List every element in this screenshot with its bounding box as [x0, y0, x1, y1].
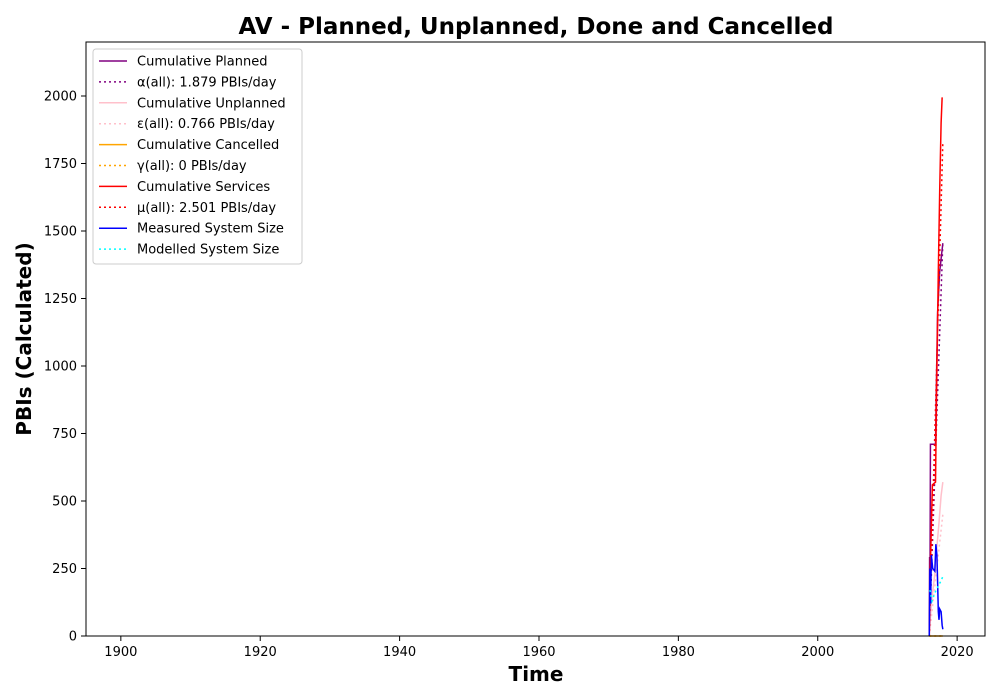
y-tick-label: 2000: [44, 90, 77, 105]
legend-entry: ε(all): 0.766 PBIs/day: [137, 117, 275, 132]
y-axis-label: PBIs (Calculated): [12, 242, 36, 435]
legend-entry: Cumulative Cancelled: [137, 138, 279, 153]
x-axis-label: Time: [509, 662, 564, 686]
legend-entry: Cumulative Unplanned: [137, 96, 286, 111]
y-tick-label: 1250: [44, 292, 77, 307]
legend-entry: μ(all): 2.501 PBIs/day: [137, 201, 276, 216]
series-line: [928, 141, 944, 637]
y-tick-label: 1750: [44, 157, 77, 172]
y-tick-label: 500: [52, 495, 77, 510]
y-tick-label: 250: [52, 562, 77, 577]
y-tick-label: 1500: [44, 225, 77, 240]
legend: Cumulative Planned α(all): 1.879 PBIs/day…: [92, 48, 303, 265]
y-tick-label: 750: [52, 427, 77, 442]
x-axis: 1900 1920 1940 1960 1980 2000 2020: [104, 636, 974, 660]
x-tick-label: 1900: [104, 645, 137, 660]
plot-area: [928, 97, 944, 637]
series-line: [928, 514, 944, 637]
x-tick-label: 1960: [522, 645, 555, 660]
y-tick-label: 1000: [44, 360, 77, 375]
x-tick-label: 2020: [941, 645, 974, 660]
plot-frame: [85, 41, 986, 637]
legend-entry: Cumulative Services: [137, 180, 270, 195]
legend-entry: γ(all): 0 PBIs/day: [137, 159, 247, 174]
legend-entry: α(all): 1.879 PBIs/day: [137, 75, 277, 90]
legend-entry: Modelled System Size: [137, 243, 279, 258]
legend-entry: Cumulative Planned: [137, 55, 267, 70]
legend-entry: Measured System Size: [137, 222, 284, 237]
x-tick-label: 1980: [662, 645, 695, 660]
y-axis: 0 250 500 750 1000 1250 1500 1750 2000: [44, 90, 86, 645]
y-tick-label: 0: [69, 630, 77, 645]
legend-box: [92, 48, 303, 265]
series-line: [928, 97, 943, 637]
series-line: [928, 544, 944, 637]
x-tick-label: 2000: [801, 645, 834, 660]
chart-title: AV - Planned, Unplanned, Done and Cancel…: [239, 14, 834, 40]
x-tick-label: 1920: [244, 645, 277, 660]
x-tick-label: 1940: [383, 645, 416, 660]
